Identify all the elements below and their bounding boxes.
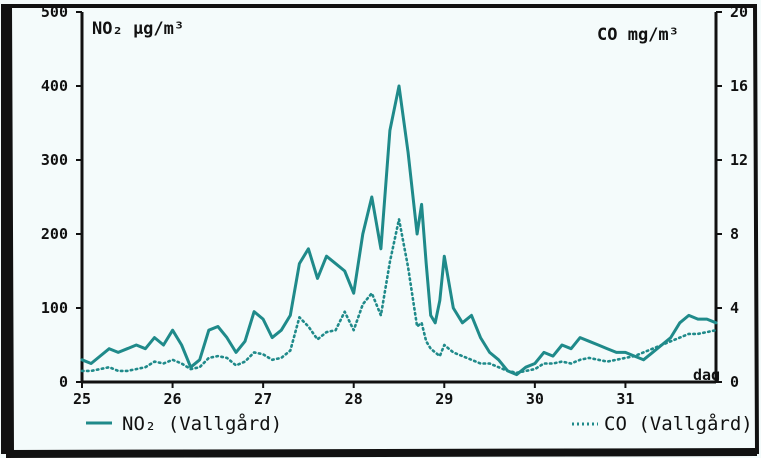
x-tick-label: 27 <box>254 390 272 408</box>
left-y-tick-label: 200 <box>41 225 68 243</box>
left-y-tick-label: 0 <box>59 373 68 391</box>
legend-co-label: CO (Vallgård) <box>604 412 753 435</box>
legend: NO₂ (Vallgård) CO (Vallgård) <box>86 412 753 435</box>
axis-ticks: 0 100 200 300 400 500 0 4 8 12 16 20 25 26 27 28 29 30 31 <box>41 3 748 408</box>
left-y-tick-label: 400 <box>41 77 68 95</box>
data-series <box>80 84 718 377</box>
right-y-tick-label: 12 <box>730 151 748 169</box>
plot-axes <box>80 12 718 384</box>
right-y-tick-label: 20 <box>730 3 748 21</box>
x-tick-label: 26 <box>164 390 182 408</box>
right-y-tick-label: 8 <box>730 225 739 243</box>
right-y-tick-label: 4 <box>730 299 739 317</box>
chart-frame-bottom-edge <box>5 448 758 458</box>
right-axis-label: CO mg/m³ <box>597 25 679 45</box>
x-tick-label: 28 <box>345 390 363 408</box>
x-tick-label: 30 <box>526 390 544 408</box>
right-y-tick-label: 16 <box>730 77 748 95</box>
x-tick-label: 25 <box>73 390 91 408</box>
left-y-tick-label: 500 <box>41 3 68 21</box>
co-series-line <box>80 217 718 375</box>
left-y-tick-label: 300 <box>41 151 68 169</box>
x-tick-label: 29 <box>435 390 453 408</box>
right-y-tick-label: 0 <box>730 373 739 391</box>
left-axis-label: NO₂ µg/m³ <box>92 19 184 39</box>
x-axis-label: dag <box>693 366 720 384</box>
left-y-tick-label: 100 <box>41 299 68 317</box>
legend-no2-label: NO₂ (Vallgård) <box>122 412 282 435</box>
x-tick-label: 31 <box>616 390 634 408</box>
no2-series-line <box>80 84 718 377</box>
